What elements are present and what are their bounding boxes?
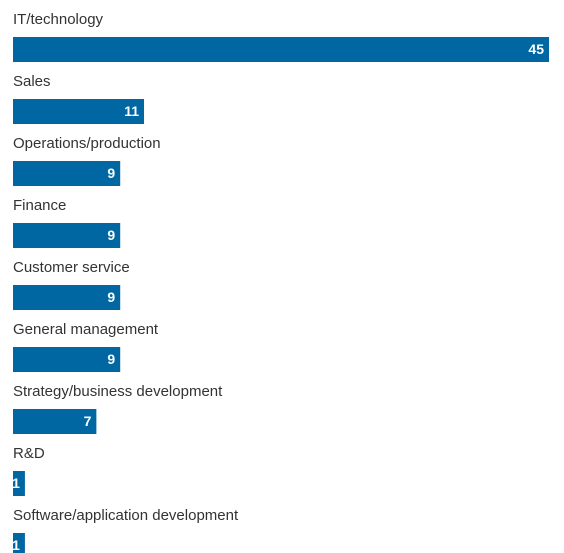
bar	[13, 347, 121, 372]
bar	[13, 285, 121, 310]
bar	[13, 471, 25, 496]
category-label: Software/application development	[13, 507, 239, 524]
value-label: 1	[12, 475, 20, 491]
category-label: Finance	[13, 197, 66, 214]
bar	[13, 37, 549, 62]
value-label: 11	[124, 103, 139, 119]
category-label: Strategy/business development	[13, 383, 223, 400]
category-label: Sales	[13, 73, 51, 90]
value-label: 9	[107, 165, 115, 181]
category-label: R&D	[13, 445, 45, 462]
value-label: 9	[107, 227, 115, 243]
category-label: IT/technology	[13, 11, 104, 28]
category-label: General management	[13, 321, 159, 338]
value-label: 7	[84, 413, 92, 429]
bar	[13, 161, 121, 186]
bar	[13, 533, 25, 553]
bar	[13, 99, 145, 124]
value-label: 45	[528, 41, 544, 57]
bar	[13, 223, 121, 248]
bar	[13, 409, 97, 434]
value-label: 9	[107, 289, 115, 305]
value-label: 1	[12, 537, 20, 553]
value-label: 9	[107, 351, 115, 367]
category-label: Operations/production	[13, 135, 161, 152]
category-label: Customer service	[13, 259, 130, 276]
